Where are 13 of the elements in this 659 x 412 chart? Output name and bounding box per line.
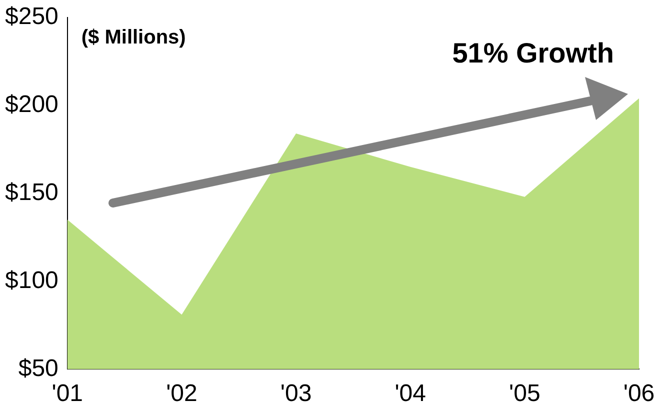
x-tick-label: '02 <box>166 380 198 408</box>
x-tick-label: '04 <box>394 380 426 408</box>
x-tick-label: '01 <box>52 380 84 408</box>
y-tick-label: $50 <box>18 354 58 382</box>
x-tick-label: '05 <box>509 380 540 408</box>
y-tick-label: $100 <box>5 266 58 294</box>
y-tick-label: $200 <box>5 90 58 118</box>
x-tick-label: '03 <box>280 380 312 408</box>
annotation: ($ Millions) <box>81 26 186 48</box>
y-tick-label: $250 <box>5 3 58 30</box>
y-tick-label: $150 <box>5 178 58 206</box>
annotation: 51% Growth <box>452 37 614 68</box>
x-tick-label: '06 <box>623 380 655 408</box>
